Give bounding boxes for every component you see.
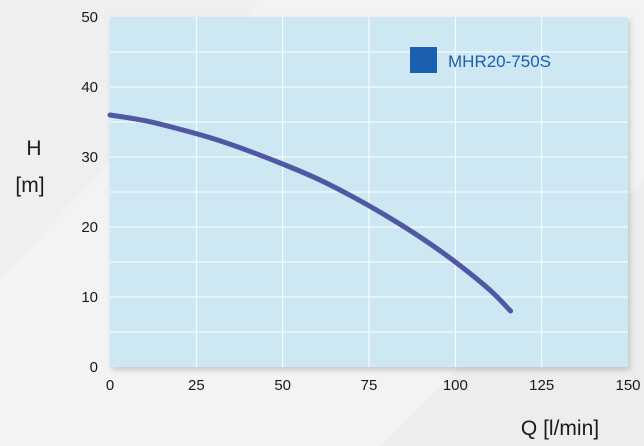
x-tick-label: 0: [106, 377, 114, 394]
x-tick-label: 25: [188, 377, 205, 394]
series-line-mhr20-750s: [107, 112, 514, 314]
y-tick-label: 10: [81, 289, 98, 306]
x-tick-label: 75: [361, 377, 378, 394]
y-tick-label: 50: [81, 9, 98, 26]
y-axis-title-line1: H: [26, 137, 41, 160]
legend-label: MHR20-750S: [448, 52, 551, 71]
grid-lines: [110, 17, 628, 367]
y-tick-label: 0: [90, 359, 98, 376]
series-layer: [107, 112, 514, 314]
y-tick-label: 30: [81, 149, 98, 166]
x-tick-label: 150: [615, 377, 640, 394]
legend: MHR20-750S: [410, 47, 551, 73]
y-axis-title-line2: [m]: [15, 174, 44, 197]
axis-titles: Q [l/min] H [m]: [15, 137, 599, 440]
y-tick-label: 20: [81, 219, 98, 236]
x-tick-label: 100: [443, 377, 468, 394]
x-axis-title: Q [l/min]: [521, 417, 599, 440]
tick-labels: 0 25 50 75 100 125 150 0 10 20 30 40 50: [81, 9, 640, 394]
legend-swatch: [410, 47, 437, 73]
x-tick-label: 125: [529, 377, 554, 394]
y-tick-label: 40: [81, 79, 98, 96]
x-tick-label: 50: [274, 377, 291, 394]
